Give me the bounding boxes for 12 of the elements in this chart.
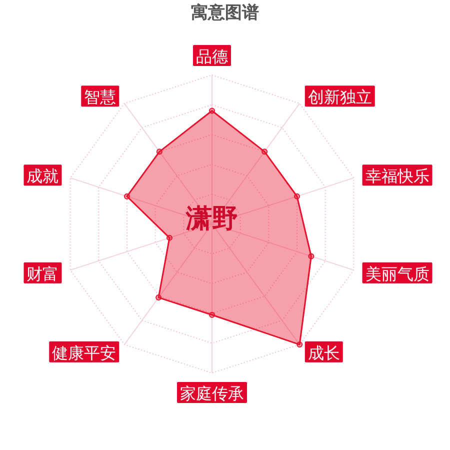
text: 潇野 bbox=[184, 203, 239, 235]
chart-title: 寓意图谱 bbox=[190, 2, 260, 24]
spoke-label: 财富 bbox=[26, 264, 59, 284]
spoke-label: 智慧 bbox=[84, 88, 116, 107]
spoke-label: 创新独立 bbox=[308, 88, 372, 107]
spoke-label: 健康平安 bbox=[52, 343, 116, 362]
spoke-label: 成就 bbox=[26, 166, 59, 186]
spoke-label: 品德 bbox=[196, 47, 228, 66]
spoke-label: 成长 bbox=[308, 343, 340, 362]
spoke-label: 美丽气质 bbox=[365, 264, 430, 284]
spoke-label: 幸福快乐 bbox=[365, 166, 430, 186]
spoke-label: 家庭传承 bbox=[180, 384, 244, 403]
